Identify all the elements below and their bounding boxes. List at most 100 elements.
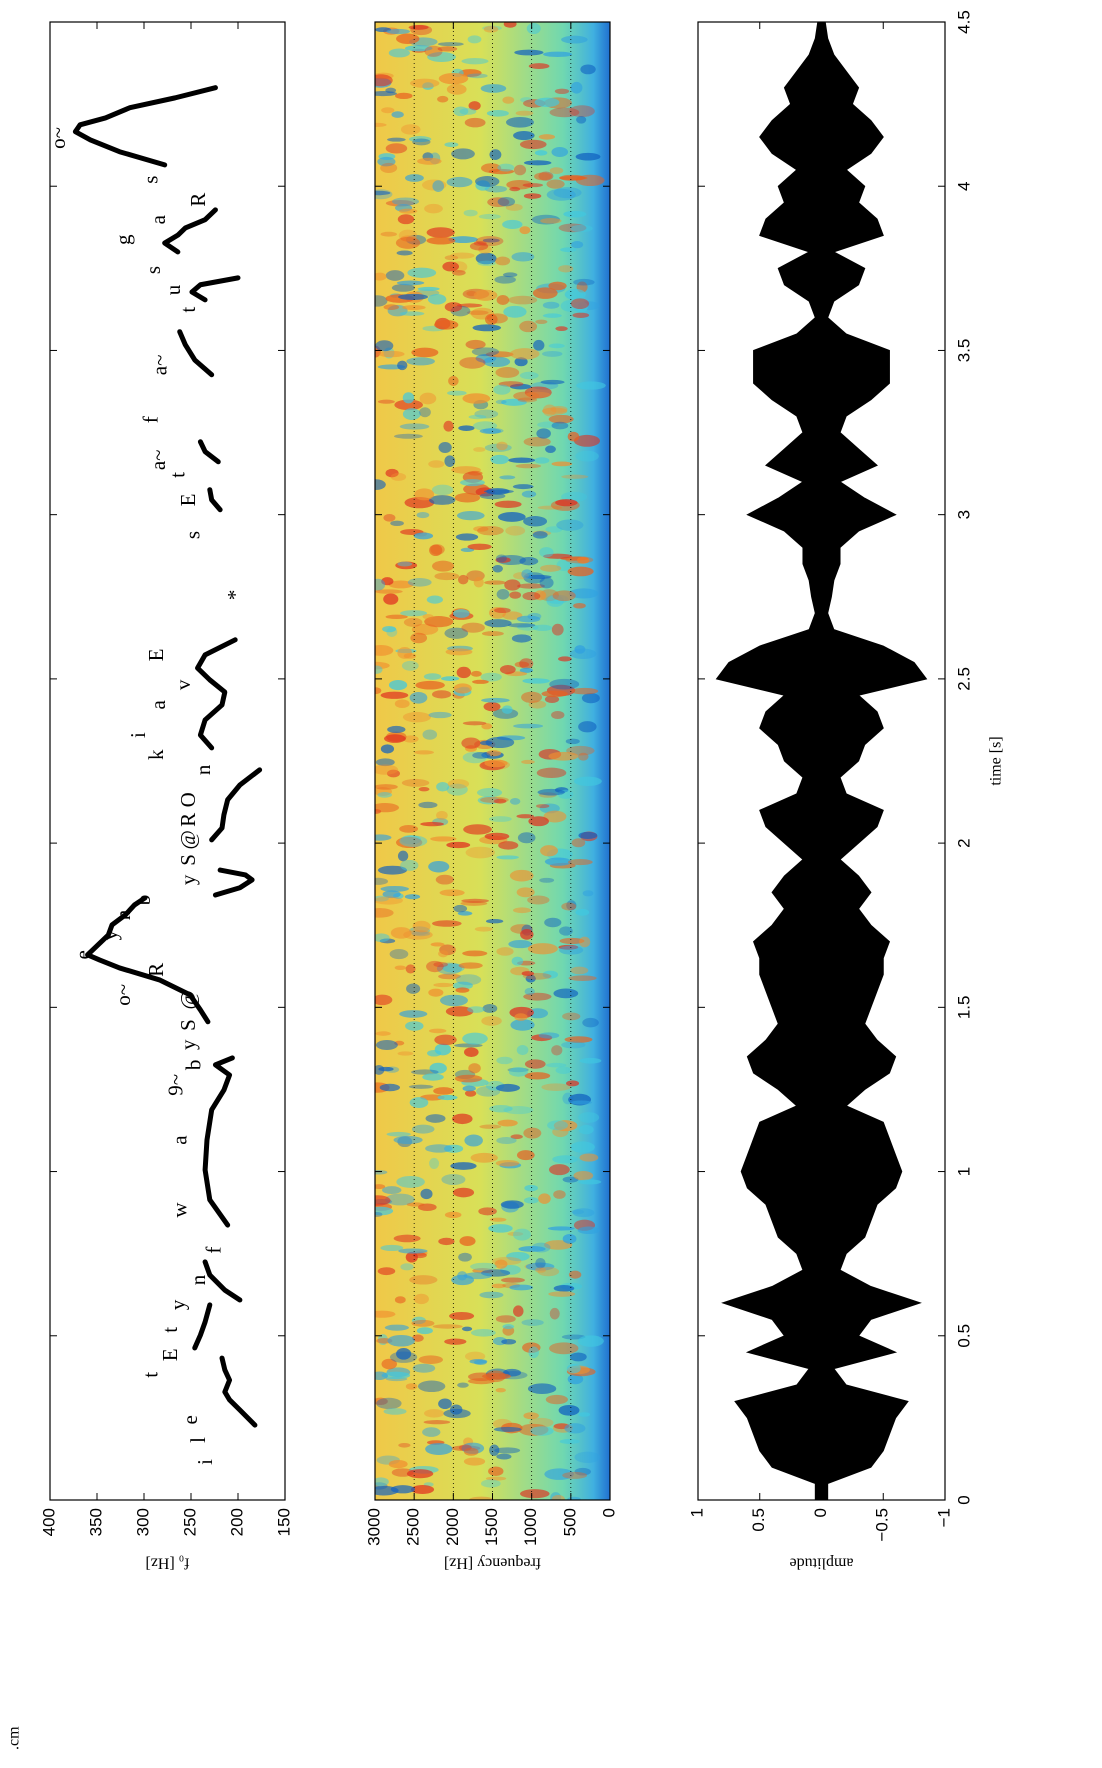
spectrogram-blob: [569, 1352, 587, 1362]
spectrogram-blob: [377, 792, 393, 798]
spectrogram-blob: [501, 1277, 525, 1283]
spectrogram-blob: [569, 588, 599, 599]
spectrogram-blob: [501, 1338, 517, 1345]
spectrogram-blob: [532, 287, 558, 299]
spectrogram-blob: [406, 1202, 425, 1207]
spectrogram-blob: [463, 824, 492, 835]
spectrogram-blob: [495, 1315, 516, 1323]
spectrogram-blob: [388, 48, 410, 58]
spectrogram-blob: [494, 1447, 521, 1454]
spectrogram-blob: [548, 414, 574, 424]
spectrogram-blob: [551, 623, 564, 636]
spectrogram-blob: [519, 371, 539, 380]
spectrogram-blob: [405, 174, 424, 182]
spectrogram-blob: [399, 1010, 428, 1018]
spectrogram-blob: [528, 816, 549, 827]
spectrogram-blob: [409, 1275, 438, 1285]
spectrogram-blob: [444, 255, 459, 261]
spectrogram-blob: [375, 1310, 396, 1318]
spectrogram-blob: [378, 1066, 394, 1072]
spectrogram-blob: [390, 1485, 415, 1494]
spectrogram-blob: [419, 407, 431, 418]
spectrogram-blob: [566, 1080, 580, 1087]
spectrogram-blob: [412, 1363, 436, 1373]
spectrogram-blob: [528, 63, 550, 70]
spectrogram-blob: [503, 1106, 534, 1115]
spectrogram-blob: [412, 920, 431, 933]
phoneme-label: n: [111, 909, 135, 920]
y-tick-label: 0.5: [749, 1508, 768, 1532]
spectrogram-blob: [495, 1159, 520, 1167]
spectrogram-blob: [453, 904, 468, 913]
spectrogram-blob: [573, 434, 601, 447]
spectrogram-blob: [375, 933, 390, 942]
spectrogram-blob: [554, 88, 570, 95]
spectrogram-blob: [456, 303, 483, 308]
y-tick-label: 2500: [404, 1508, 423, 1546]
spectrogram-blob: [383, 593, 399, 605]
spectrogram-blob: [473, 1359, 487, 1365]
spectrogram-blob: [379, 1083, 401, 1092]
spectrogram-blob: [579, 1153, 599, 1162]
spectrogram-blob: [413, 532, 434, 540]
spectrogram-blob: [482, 238, 500, 243]
spectrogram-blob: [491, 1256, 522, 1266]
f0-contour: [85, 895, 211, 1025]
spectrogram-blob: [463, 1447, 479, 1456]
spectrogram-blob: [428, 711, 452, 719]
spectrogram-blob: [540, 845, 559, 857]
spectrogram-blob: [375, 908, 394, 918]
spectrogram-blob: [567, 859, 593, 866]
spectrogram-blob: [417, 286, 440, 291]
spectrogram-blob: [486, 313, 508, 324]
spectrogram-blob: [470, 670, 482, 677]
phoneme-label: @: [176, 990, 200, 1009]
spectrogram-blob: [453, 981, 473, 990]
spectrogram-blob: [459, 1236, 476, 1246]
phoneme-label: f: [201, 1247, 225, 1254]
spectrogram-blob: [397, 1051, 414, 1056]
f0-contour: [202, 1055, 235, 1228]
spectrogram-blob: [375, 1371, 388, 1381]
waveform-lower: [821, 21, 928, 1501]
spectrogram-blob: [446, 176, 473, 188]
spectrogram-blob: [415, 680, 445, 690]
spectrogram-blob: [430, 544, 445, 555]
spectrogram-blob: [388, 1459, 408, 1469]
spectrogram-blob: [417, 157, 442, 165]
spectrogram-blob: [411, 1069, 439, 1075]
spectrogram-blob: [493, 607, 511, 614]
spectrogram-blob: [481, 723, 493, 730]
spectrogram-blob: [486, 110, 509, 117]
spectrogram-blob: [431, 920, 462, 927]
spectrogram-blob: [475, 176, 500, 187]
spectrogram-blob: [484, 580, 506, 585]
spectrogram-blob: [503, 22, 517, 28]
spectrogram-blob: [495, 557, 511, 563]
spectrogram-blob: [524, 1072, 551, 1080]
spectrogram-blob: [497, 1119, 518, 1127]
spectrogram-blob: [523, 1197, 539, 1204]
spectrogram-blob: [523, 1412, 539, 1420]
spectrogram-blob: [414, 750, 434, 755]
spectrogram-blob: [519, 320, 538, 333]
spectrogram-blob: [442, 261, 460, 272]
spectrogram-blob: [490, 454, 509, 465]
y-tick-label: 2000: [443, 1508, 462, 1546]
spectrogram-blob: [425, 1144, 453, 1153]
phoneme-label: g: [111, 234, 135, 245]
spectrogram-blob: [444, 142, 459, 148]
spectrogram-blob: [477, 526, 504, 536]
spectrogram-blob: [547, 1226, 575, 1231]
spectrogram-blob: [502, 219, 523, 230]
spectrogram-blob: [534, 97, 560, 107]
spectrogram-blob: [398, 1248, 428, 1254]
spectrogram-blob: [382, 890, 401, 899]
phoneme-label: R: [186, 193, 210, 207]
spectrogram-blob: [535, 319, 548, 324]
x-tick-label: 2: [954, 838, 973, 847]
spectrogram-blob: [534, 457, 550, 464]
spectrogram-blob: [375, 1169, 388, 1175]
spectrogram-blob: [537, 1267, 560, 1277]
spectrogram-blob: [545, 594, 569, 604]
